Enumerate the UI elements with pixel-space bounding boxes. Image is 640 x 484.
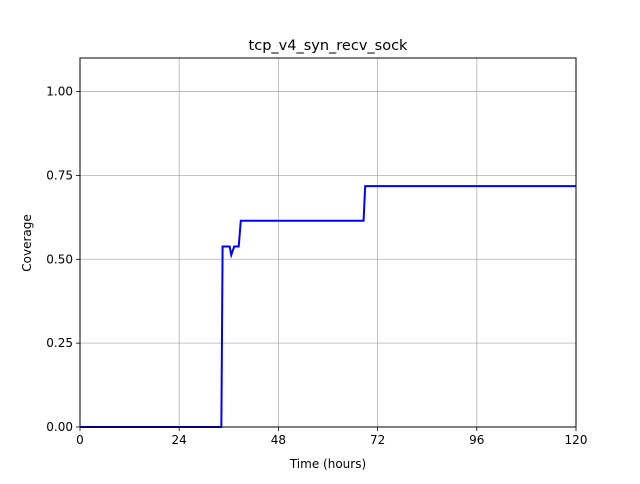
y-tick-label: 0.50 [46,252,73,266]
chart-title: tcp_v4_syn_recv_sock [249,38,409,54]
y-tick-label: 0.25 [46,336,73,350]
coverage-series-line [80,185,576,428]
y-axis-label: Coverage [20,214,34,272]
x-tick-label: 0 [76,433,84,447]
plot-frame [79,57,577,428]
x-tick-label: 120 [565,433,588,447]
x-tick-label: 24 [172,433,187,447]
series-layer [80,185,576,428]
y-tick-label: 0.00 [46,420,73,434]
x-axis-label: Time (hours) [289,457,366,471]
x-tick-label: 72 [370,433,385,447]
x-tick-label: 48 [271,433,286,447]
x-tick-label: 96 [469,433,484,447]
y-tick-label: 0.75 [46,168,73,182]
axis-ticks: 0 24 48 72 96 120 0.00 0.25 0.50 0.75 1.00 [46,85,587,447]
y-tick-label: 1.00 [46,85,73,99]
